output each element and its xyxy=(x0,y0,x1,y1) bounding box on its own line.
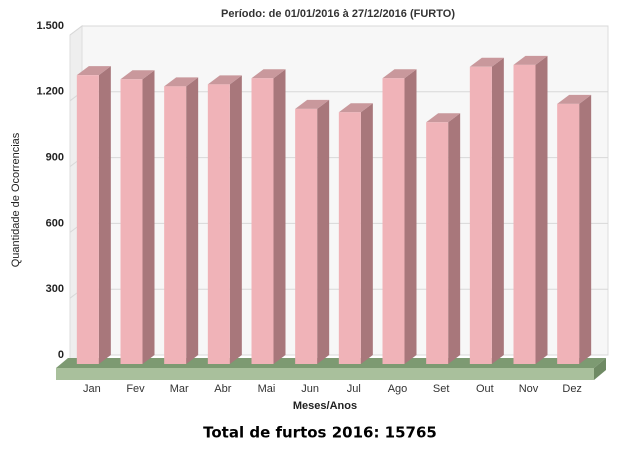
bar-side xyxy=(448,113,461,364)
bar-top xyxy=(513,55,548,65)
bar-side xyxy=(404,69,417,364)
bar xyxy=(76,75,99,364)
bar-side xyxy=(317,99,330,364)
x-tick-label: Set xyxy=(433,383,450,395)
bar xyxy=(513,64,536,364)
x-tick-label: Jun xyxy=(301,383,319,395)
bar xyxy=(382,78,405,364)
bar-top xyxy=(76,66,111,76)
y-tick-label: 1.200 xyxy=(36,86,64,98)
y-tick-label: 0 xyxy=(58,349,64,361)
bar-top xyxy=(382,69,417,79)
bar-top xyxy=(295,99,330,109)
x-tick-label: Mar xyxy=(170,383,189,395)
x-tick-label: Out xyxy=(476,383,494,395)
x-tick-label: Abr xyxy=(214,383,231,395)
bar-top xyxy=(469,57,504,67)
bar-top xyxy=(251,69,286,79)
x-tick-label: Jan xyxy=(83,383,101,395)
bar-side xyxy=(142,70,155,365)
bar-side xyxy=(491,57,504,364)
bar-side xyxy=(98,66,111,364)
x-axis-title: Meses/Anos xyxy=(293,400,357,412)
footer-total: Total de furtos 2016: 15765 xyxy=(203,424,437,442)
bar-side xyxy=(579,94,592,364)
bar-top xyxy=(207,75,242,85)
floor-side xyxy=(594,358,606,380)
bar-top xyxy=(338,103,373,113)
bar xyxy=(120,79,143,365)
bar-side xyxy=(229,75,242,364)
x-tick-label: Mai xyxy=(258,383,276,395)
bar-top xyxy=(426,113,461,123)
bar xyxy=(207,84,230,364)
chart-title: Período: de 01/01/2016 à 27/12/2016 (FUR… xyxy=(221,8,455,20)
bar-top xyxy=(120,70,155,80)
x-tick-label: Dez xyxy=(562,383,582,395)
bar xyxy=(469,66,492,364)
x-tick-label: Jul xyxy=(347,383,361,395)
bar-side xyxy=(273,69,286,364)
y-tick-label: 300 xyxy=(46,283,64,295)
bar-side xyxy=(535,55,548,364)
y-tick-label: 600 xyxy=(46,217,64,229)
x-tick-label: Ago xyxy=(388,383,408,395)
bar xyxy=(338,112,361,365)
bar-top xyxy=(557,94,592,104)
bar xyxy=(557,103,580,364)
x-tick-label: Fev xyxy=(126,383,145,395)
x-tick-label: Nov xyxy=(519,383,539,395)
bar xyxy=(295,108,318,364)
floor-top xyxy=(56,358,606,368)
y-tick-label: 1.500 xyxy=(36,20,64,32)
bar xyxy=(164,86,187,364)
bar-side xyxy=(360,103,373,365)
bar xyxy=(251,78,274,364)
bar xyxy=(426,122,449,364)
floor-front xyxy=(56,368,594,380)
y-axis-title: Quantidade de Ocorrencias xyxy=(10,132,22,267)
bar-top xyxy=(164,77,199,87)
y-tick-label: 900 xyxy=(46,152,64,164)
bar-side xyxy=(186,77,199,364)
grid-line xyxy=(69,25,608,36)
